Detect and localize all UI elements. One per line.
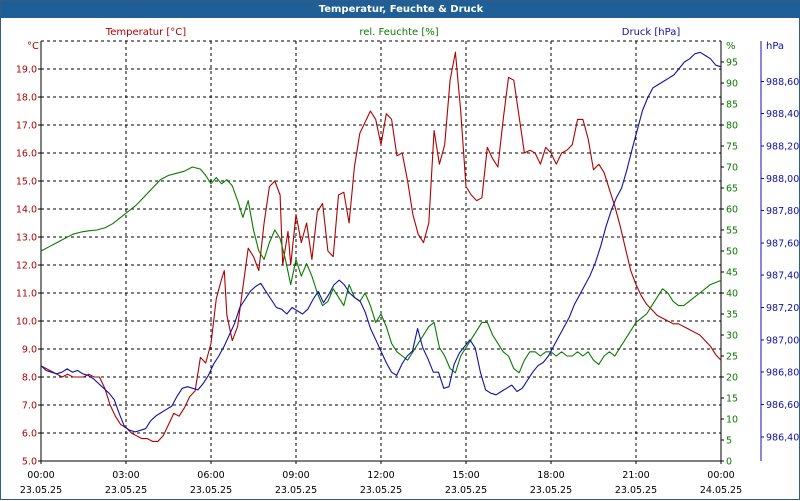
pressure-tick-label: 988,00	[766, 174, 799, 185]
temperature-tick-label: 9.0	[22, 345, 37, 356]
pressure-tick-label: 988,20	[766, 142, 799, 153]
temperature-tick-label: 13.0	[16, 233, 37, 244]
humidity-tick-label: 25	[726, 352, 738, 363]
legend-humidity: rel. Feuchte [%]	[359, 27, 438, 38]
x-tick-label-time: 03:00	[112, 470, 139, 481]
x-tick-label-time: 00:00	[27, 470, 54, 481]
x-tick-label-time: 00:00	[707, 470, 734, 481]
x-tick-label-date: 23.05.25	[105, 485, 147, 496]
temperature-unit-label: °C	[27, 41, 39, 52]
temperature-tick-label: 8.0	[22, 373, 37, 384]
humidity-tick-label: 55	[726, 226, 738, 237]
humidity-tick-label: 5	[726, 436, 732, 447]
temperature-tick-label: 6.0	[22, 429, 37, 440]
temperature-tick-label: 15.0	[16, 177, 37, 188]
humidity-tick-label: 85	[726, 100, 738, 111]
pressure-tick-label: 987,60	[766, 238, 799, 249]
x-tick-label-date: 23.05.25	[615, 485, 657, 496]
pressure-tick-label: 986,40	[766, 432, 799, 443]
temperature-tick-label: 10.0	[16, 317, 37, 328]
humidity-unit-label: %	[726, 41, 736, 52]
x-tick-label-time: 15:00	[452, 470, 479, 481]
x-tick-label-date: 23.05.25	[445, 485, 487, 496]
humidity-tick-label: 40	[726, 289, 738, 300]
pressure-tick-label: 987,40	[766, 271, 799, 282]
humidity-tick-label: 95	[726, 58, 738, 69]
humidity-tick-label: 35	[726, 310, 738, 321]
temperature-tick-label: 11.0	[16, 289, 37, 300]
humidity-tick-label: 10	[726, 415, 738, 426]
temperature-tick-label: 7.0	[22, 401, 37, 412]
temperature-tick-label: 12.0	[16, 261, 37, 272]
humidity-tick-label: 70	[726, 163, 738, 174]
x-tick-label-date: 23.05.25	[20, 485, 62, 496]
pressure-tick-label: 986,80	[766, 368, 799, 379]
x-tick-label-time: 12:00	[367, 470, 394, 481]
humidity-tick-label: 50	[726, 247, 738, 258]
temperature-tick-label: 14.0	[16, 205, 37, 216]
humidity-tick-label: 90	[726, 79, 738, 90]
x-tick-label-date: 23.05.25	[530, 485, 572, 496]
pressure-tick-label: 987,80	[766, 206, 799, 217]
temperature-tick-label: 17.0	[16, 121, 37, 132]
x-tick-label-date: 24.05.25	[700, 485, 742, 496]
pressure-tick-label: 987,20	[766, 303, 799, 314]
chart-title: Temperatur, Feuchte & Druck	[1, 1, 800, 18]
temperature-tick-label: 18.0	[16, 93, 37, 104]
temperature-tick-label: 19.0	[16, 65, 37, 76]
humidity-tick-label: 45	[726, 268, 738, 279]
humidity-tick-label: 15	[726, 394, 738, 405]
humidity-tick-label: 75	[726, 142, 738, 153]
humidity-tick-label: 80	[726, 121, 738, 132]
x-tick-label-time: 09:00	[282, 470, 309, 481]
humidity-tick-label: 65	[726, 184, 738, 195]
legend-temperature: Temperatur [°C]	[105, 27, 186, 38]
humidity-tick-label: 0	[726, 457, 732, 468]
pressure-tick-label: 988,40	[766, 109, 799, 120]
x-tick-label-date: 23.05.25	[275, 485, 317, 496]
pressure-tick-label: 987,00	[766, 335, 799, 346]
temperature-series-line	[40, 51, 722, 442]
x-tick-label-time: 18:00	[537, 470, 564, 481]
temperature-tick-label: 5.0	[22, 457, 37, 468]
pressure-series-line	[40, 51, 722, 433]
temperature-tick-label: 16.0	[16, 149, 37, 160]
humidity-tick-label: 30	[726, 331, 738, 342]
humidity-tick-label: 20	[726, 373, 738, 384]
pressure-tick-label: 988,60	[766, 77, 799, 88]
pressure-tick-label: 986,60	[766, 400, 799, 411]
x-tick-label-time: 06:00	[197, 470, 224, 481]
humidity-tick-label: 60	[726, 205, 738, 216]
legend-pressure: Druck [hPa]	[622, 27, 681, 38]
pressure-unit-label: hPa	[766, 41, 784, 52]
humidity-series-line	[40, 166, 722, 374]
x-tick-label-date: 23.05.25	[190, 485, 232, 496]
x-tick-label-time: 21:00	[622, 470, 649, 481]
x-tick-label-date: 23.05.25	[360, 485, 402, 496]
